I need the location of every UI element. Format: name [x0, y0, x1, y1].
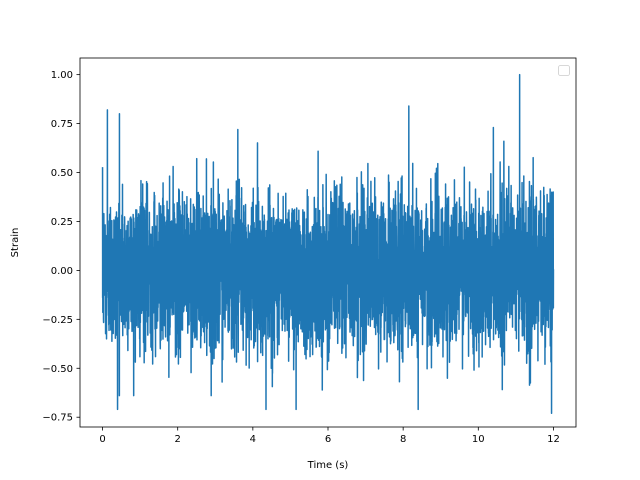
x-axis-label: Time (s) [307, 460, 349, 471]
x-tick-label: 10 [472, 434, 485, 445]
x-tick-label: 6 [325, 434, 331, 445]
y-axis: −0.75 −0.50 −0.25 0.00 0.25 0.50 0.75 1.00 [42, 70, 80, 424]
y-tick-label: −0.50 [42, 364, 73, 375]
x-tick-label: 12 [547, 434, 560, 445]
y-axis-label: Strain [10, 228, 21, 258]
x-axis: 0 2 4 6 8 10 12 [99, 427, 560, 445]
y-tick-label: −0.75 [42, 413, 73, 424]
y-tick-label: 1.00 [51, 70, 73, 81]
y-tick-label: 0.00 [51, 266, 73, 277]
y-tick-label: 0.75 [51, 119, 73, 130]
y-tick-label: −0.25 [42, 315, 73, 326]
legend-box [558, 65, 570, 76]
x-tick-label: 2 [175, 434, 181, 445]
x-tick-label: 8 [400, 434, 406, 445]
y-tick-label: 0.50 [51, 168, 73, 179]
strain-series-line [101, 73, 555, 415]
x-tick-label: 4 [250, 434, 256, 445]
y-tick-label: 0.25 [51, 217, 73, 228]
series-layer [101, 73, 555, 415]
x-tick-label: 0 [99, 434, 105, 445]
